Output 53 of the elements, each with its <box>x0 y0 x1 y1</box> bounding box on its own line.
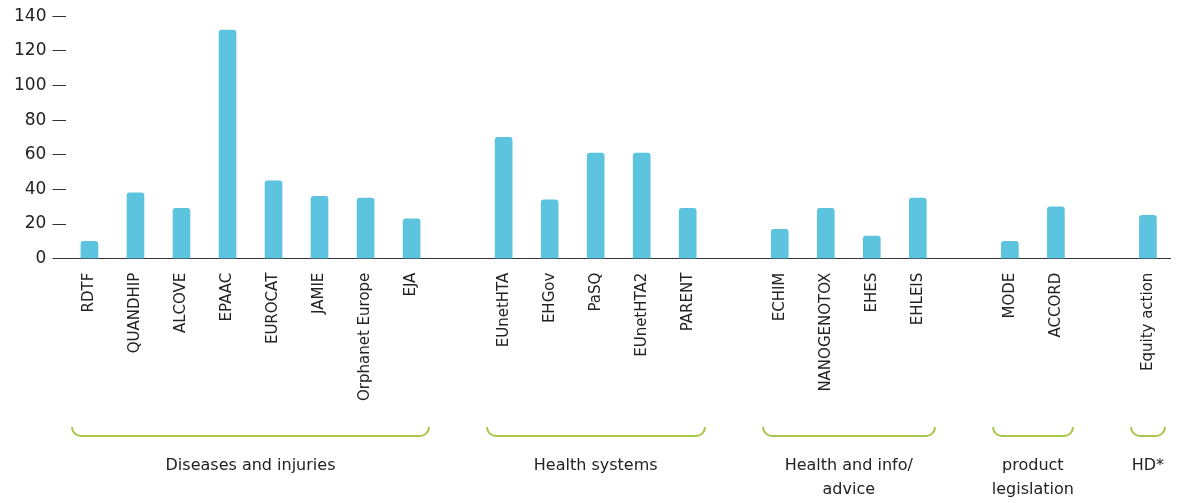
bar <box>586 152 605 259</box>
bar <box>264 180 283 259</box>
y-tick-label: 140 <box>13 4 47 25</box>
bar <box>402 218 421 259</box>
x-tick-label: Orphanet Europe <box>355 272 374 401</box>
x-tick-label: EJA <box>401 271 420 297</box>
x-tick-label: PARENT <box>677 271 696 332</box>
y-tick-label: 100 <box>13 73 47 94</box>
x-tick-label: RDTF <box>79 272 98 313</box>
x-tick-label: PaSQ <box>585 272 604 312</box>
x-tick-label: EHES <box>861 272 880 313</box>
x-tick-label: EHGov <box>539 272 558 324</box>
text: Diseases and injuries <box>164 454 337 476</box>
x-tick-label: MODE <box>999 272 1018 319</box>
bar <box>770 228 789 259</box>
x-tick-label: ACCORD <box>1045 272 1064 338</box>
x-tick-label: EUnetHTA2 <box>631 272 650 357</box>
x-tick-label: JAMIE <box>309 272 328 315</box>
y-tick-label: 20 <box>24 212 47 233</box>
y-tick-label: 0 <box>35 247 47 268</box>
x-tick-label: EPAAC <box>217 272 236 322</box>
x-tick-label: Equity action <box>1137 272 1156 372</box>
x-tick-label: EUnetHTA <box>493 271 512 348</box>
bar <box>494 137 513 259</box>
text: Health and info/ advice <box>783 454 914 500</box>
x-tick-label: EHLEIS <box>907 272 926 326</box>
text: HD* <box>1130 454 1166 476</box>
x-tick-label: QUANDHIP <box>125 272 144 354</box>
bar <box>862 235 881 259</box>
bar <box>908 197 927 259</box>
y-tick-label: 60 <box>24 143 47 164</box>
bar <box>172 208 191 259</box>
text: product legislation <box>990 454 1075 500</box>
bar <box>1001 241 1019 259</box>
bar <box>356 197 375 259</box>
bar <box>218 29 237 259</box>
bar <box>80 241 99 259</box>
bar <box>540 199 559 259</box>
bar <box>632 152 651 259</box>
text: Health systems <box>532 454 659 476</box>
x-tick-label: ECHIM <box>769 272 788 322</box>
bar <box>1139 215 1157 259</box>
bar <box>126 192 145 259</box>
y-tick-label: 40 <box>24 177 47 198</box>
x-tick-label: ALCOVE <box>171 272 190 334</box>
bar <box>816 208 835 259</box>
bar <box>310 195 329 259</box>
bar <box>1047 206 1065 259</box>
y-tick-label: 80 <box>24 108 47 129</box>
bar <box>678 208 697 259</box>
x-tick-label: NANOGENOTOX <box>815 272 834 392</box>
x-tick-label: EUROCAT <box>263 271 282 345</box>
y-tick-label: 120 <box>13 39 47 60</box>
